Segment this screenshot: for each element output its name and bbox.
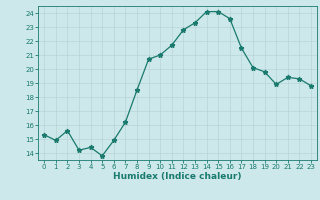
X-axis label: Humidex (Indice chaleur): Humidex (Indice chaleur) [113,172,242,181]
